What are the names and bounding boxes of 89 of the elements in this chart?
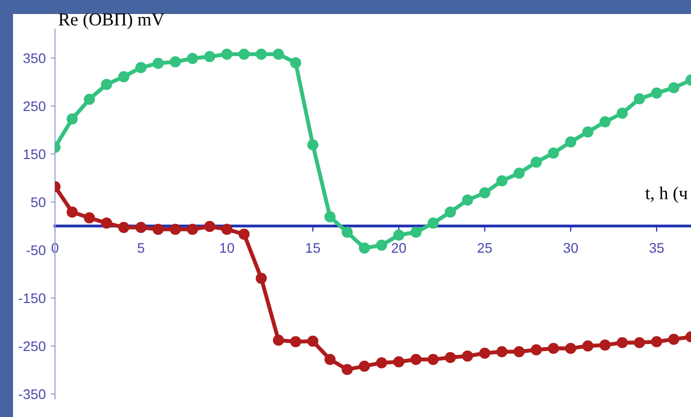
point xyxy=(307,139,318,150)
point xyxy=(135,62,146,74)
y-tick-label: 150 xyxy=(24,149,46,160)
point xyxy=(170,224,181,235)
point xyxy=(170,56,181,68)
point xyxy=(634,337,645,348)
y-tick-label: 350 xyxy=(23,53,46,64)
point xyxy=(582,340,594,352)
point xyxy=(428,218,439,229)
point xyxy=(152,224,164,235)
point xyxy=(376,357,388,368)
y-tick-label: 50 xyxy=(31,197,46,208)
point xyxy=(324,211,336,222)
x-tick-label: 15 xyxy=(306,243,320,253)
y-tick-label: 250 xyxy=(24,101,46,112)
x-tick-label: 30 xyxy=(563,243,578,253)
y-tick-label: -250 xyxy=(18,341,46,352)
point xyxy=(668,334,680,345)
point xyxy=(393,230,404,241)
point xyxy=(651,87,662,99)
point xyxy=(272,334,284,346)
point xyxy=(290,336,302,348)
point xyxy=(66,113,78,125)
y-tick-label: -50 xyxy=(26,245,46,256)
point xyxy=(186,224,198,235)
point xyxy=(565,136,576,148)
point xyxy=(479,187,490,198)
point xyxy=(616,337,628,348)
point xyxy=(479,348,490,359)
point xyxy=(221,224,232,235)
point xyxy=(600,116,611,128)
point xyxy=(530,344,542,356)
point xyxy=(342,226,353,238)
y-tick-label: -350 xyxy=(18,389,46,400)
point xyxy=(600,339,611,351)
point xyxy=(444,352,456,364)
point xyxy=(462,350,474,362)
x-axis-title: t, h (ч xyxy=(645,186,688,203)
point xyxy=(238,228,250,240)
point xyxy=(256,272,267,284)
point xyxy=(118,71,130,82)
point xyxy=(444,206,456,218)
point xyxy=(290,57,302,68)
point xyxy=(342,364,353,376)
point xyxy=(118,222,130,233)
point xyxy=(307,336,318,347)
x-tick-label: 20 xyxy=(392,243,406,253)
point xyxy=(135,222,146,233)
point xyxy=(651,336,662,348)
point xyxy=(410,226,422,238)
point xyxy=(204,220,216,232)
point xyxy=(548,342,560,354)
point xyxy=(358,360,370,372)
point xyxy=(496,346,508,358)
y-tick-label: -150 xyxy=(18,293,46,304)
point xyxy=(582,126,594,138)
point xyxy=(152,58,164,69)
point xyxy=(514,346,525,358)
point xyxy=(84,212,95,224)
point xyxy=(186,52,198,64)
point xyxy=(358,242,370,254)
point xyxy=(238,48,250,60)
point xyxy=(324,354,336,365)
point xyxy=(272,48,284,60)
point xyxy=(84,94,95,105)
point xyxy=(530,156,542,168)
point xyxy=(616,108,628,119)
point xyxy=(668,82,680,94)
point xyxy=(256,48,267,60)
point xyxy=(565,342,576,354)
y-axis-title: Re (ОВП) mV xyxy=(58,12,164,30)
point xyxy=(428,354,439,365)
point xyxy=(66,206,78,218)
point xyxy=(462,194,474,206)
point xyxy=(376,240,388,251)
x-tick-label: 10 xyxy=(220,243,234,253)
x-tick-label: 25 xyxy=(478,243,492,253)
point xyxy=(204,50,216,62)
point xyxy=(101,78,112,90)
x-tick-label: 5 xyxy=(138,243,144,253)
point xyxy=(634,93,645,104)
point xyxy=(548,147,560,159)
point xyxy=(496,175,508,186)
point xyxy=(393,356,404,368)
point xyxy=(101,218,112,229)
x-tick-label: 35 xyxy=(649,243,664,253)
point xyxy=(514,168,525,179)
point xyxy=(221,48,232,60)
point xyxy=(410,354,422,365)
